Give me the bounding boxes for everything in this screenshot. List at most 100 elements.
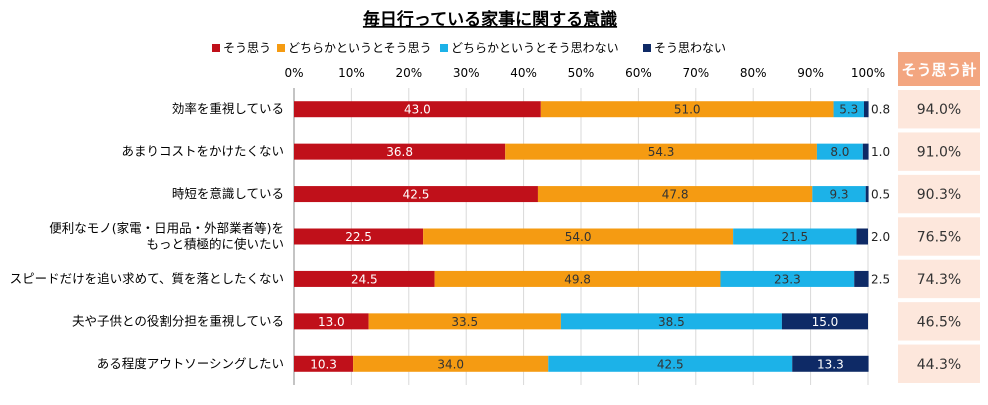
category-label: あまりコストをかけたくない (121, 144, 284, 159)
category-label: 夫や子供との役割分担を重視している (72, 313, 284, 328)
legend-swatch (212, 44, 220, 52)
legend-label: そう思わない (654, 41, 726, 55)
bar-segment (434, 270, 721, 287)
side-value-cell (898, 132, 980, 171)
data-label: 33.5 (451, 315, 478, 329)
bar-segment (862, 143, 869, 160)
category-label: 便利なモノ(家電・日用品・外部業者等)をもっと積極的に使いたい (49, 221, 284, 252)
side-value-cell (898, 259, 980, 299)
x-tick-label: 80% (740, 66, 767, 80)
bar-segment (294, 143, 506, 160)
data-label: 1.0 (871, 145, 890, 159)
x-tick-label: 100% (851, 66, 885, 80)
data-label: 8.0 (830, 145, 849, 159)
side-value-cell (898, 174, 980, 214)
data-label: 10.3 (310, 357, 337, 371)
data-label: 15.0 (812, 315, 839, 329)
side-summary-column: そう思う計 94.0% 91.0% 90.3% 76.5% 74.3% 46.5% 44.3% (898, 52, 980, 383)
data-label: 22.5 (345, 230, 372, 244)
data-label: 2.0 (871, 230, 890, 244)
bar-segment (294, 355, 354, 372)
bar-segment (294, 313, 369, 330)
side-header-cell (898, 52, 980, 86)
bar-segment (816, 143, 863, 160)
bar-segment (548, 355, 793, 372)
x-tick-label: 50% (568, 66, 595, 80)
data-label: 0.5 (871, 188, 890, 202)
data-label: 43.0 (404, 103, 431, 117)
side-value: 91.0% (917, 145, 961, 161)
bar-segment (294, 228, 424, 245)
data-label: 49.8 (564, 272, 591, 286)
x-tick-label: 30% (453, 66, 480, 80)
bar-segment (720, 270, 855, 287)
x-tick-label: 20% (395, 66, 422, 80)
data-label: 51.0 (674, 103, 701, 117)
bar-segment (537, 186, 813, 203)
legend: そう思う どちらかというとそう思う どちらかというとそう思わない そう思わない (212, 41, 726, 55)
bar-segment (368, 313, 561, 330)
data-label: 36.8 (386, 145, 413, 159)
x-tick-label: 10% (338, 66, 365, 80)
category-labels: 効率を重視しているあまりコストをかけたくない時短を意識している便利なモノ(家電・… (10, 101, 284, 371)
side-value: 74.3% (917, 272, 961, 288)
x-tick-label: 0% (284, 66, 303, 80)
bar-segment (833, 101, 864, 118)
bar-segment (781, 313, 868, 330)
data-label: 13.0 (318, 315, 345, 329)
bar-segment (505, 143, 817, 160)
side-value-cell (898, 302, 980, 341)
bar-segment (856, 228, 868, 245)
data-label: 21.5 (781, 230, 808, 244)
side-value-cell (898, 217, 980, 256)
side-value: 90.3% (917, 187, 961, 203)
side-value: 46.5% (917, 314, 961, 330)
bar-segment (294, 101, 541, 118)
legend-swatch (440, 44, 448, 52)
data-label: 42.5 (657, 357, 684, 371)
data-label: 2.5 (871, 272, 890, 286)
data-label: 34.0 (437, 357, 464, 371)
data-label: 47.8 (662, 188, 689, 202)
category-label: スピードだけを追い求めて、質を落としたくない (10, 271, 284, 286)
bar-segment (353, 355, 549, 372)
bar-segment (863, 101, 869, 118)
bar-segment (294, 186, 538, 203)
bar-segment (294, 270, 435, 287)
category-label: 効率を重視している (172, 101, 284, 116)
side-value-cell (898, 90, 980, 129)
bars: 43.0 51.0 5.3 0.8 36.8 54.3 8.0 1.0 42.5 47.8 9.3 0… (294, 101, 890, 372)
side-value: 94.0% (917, 102, 961, 118)
data-label: 9.3 (829, 188, 848, 202)
bar-segment (423, 228, 734, 245)
x-axis-ticks: 0% 10% 20% 30% 40% 50% 60% 70% 80% 90% 100% (284, 66, 885, 80)
x-tick-label: 60% (625, 66, 652, 80)
category-label: 時短を意識している (172, 186, 284, 201)
data-label: 5.3 (839, 103, 858, 117)
legend-label: どちらかというとそう思わない (451, 41, 619, 55)
data-label: 54.3 (648, 145, 675, 159)
bar-segment (540, 101, 834, 118)
bar-segment (854, 270, 869, 287)
side-header: そう思う計 (901, 61, 976, 79)
chart-title: 毎日行っている家事に関する意識 (363, 9, 617, 30)
data-label: 54.0 (565, 230, 592, 244)
data-label: 23.3 (774, 272, 801, 286)
legend-swatch (277, 44, 285, 52)
side-value-cell (898, 344, 980, 383)
x-tick-label: 40% (510, 66, 537, 80)
legend-label: どちらかというとそう思う (288, 41, 432, 55)
bar-segment (812, 186, 866, 203)
x-tick-label: 90% (797, 66, 824, 80)
legend-swatch (643, 44, 651, 52)
legend-item: そう思わない (643, 41, 726, 55)
legend-label: そう思う (223, 41, 271, 55)
legend-item: どちらかというとそう思わない (440, 41, 619, 55)
bar-segment (792, 355, 869, 372)
legend-item: どちらかというとそう思う (277, 41, 432, 55)
bar-segment (733, 228, 857, 245)
side-value: 44.3% (917, 357, 961, 373)
data-label: 0.8 (871, 103, 890, 117)
data-label: 42.5 (403, 188, 430, 202)
